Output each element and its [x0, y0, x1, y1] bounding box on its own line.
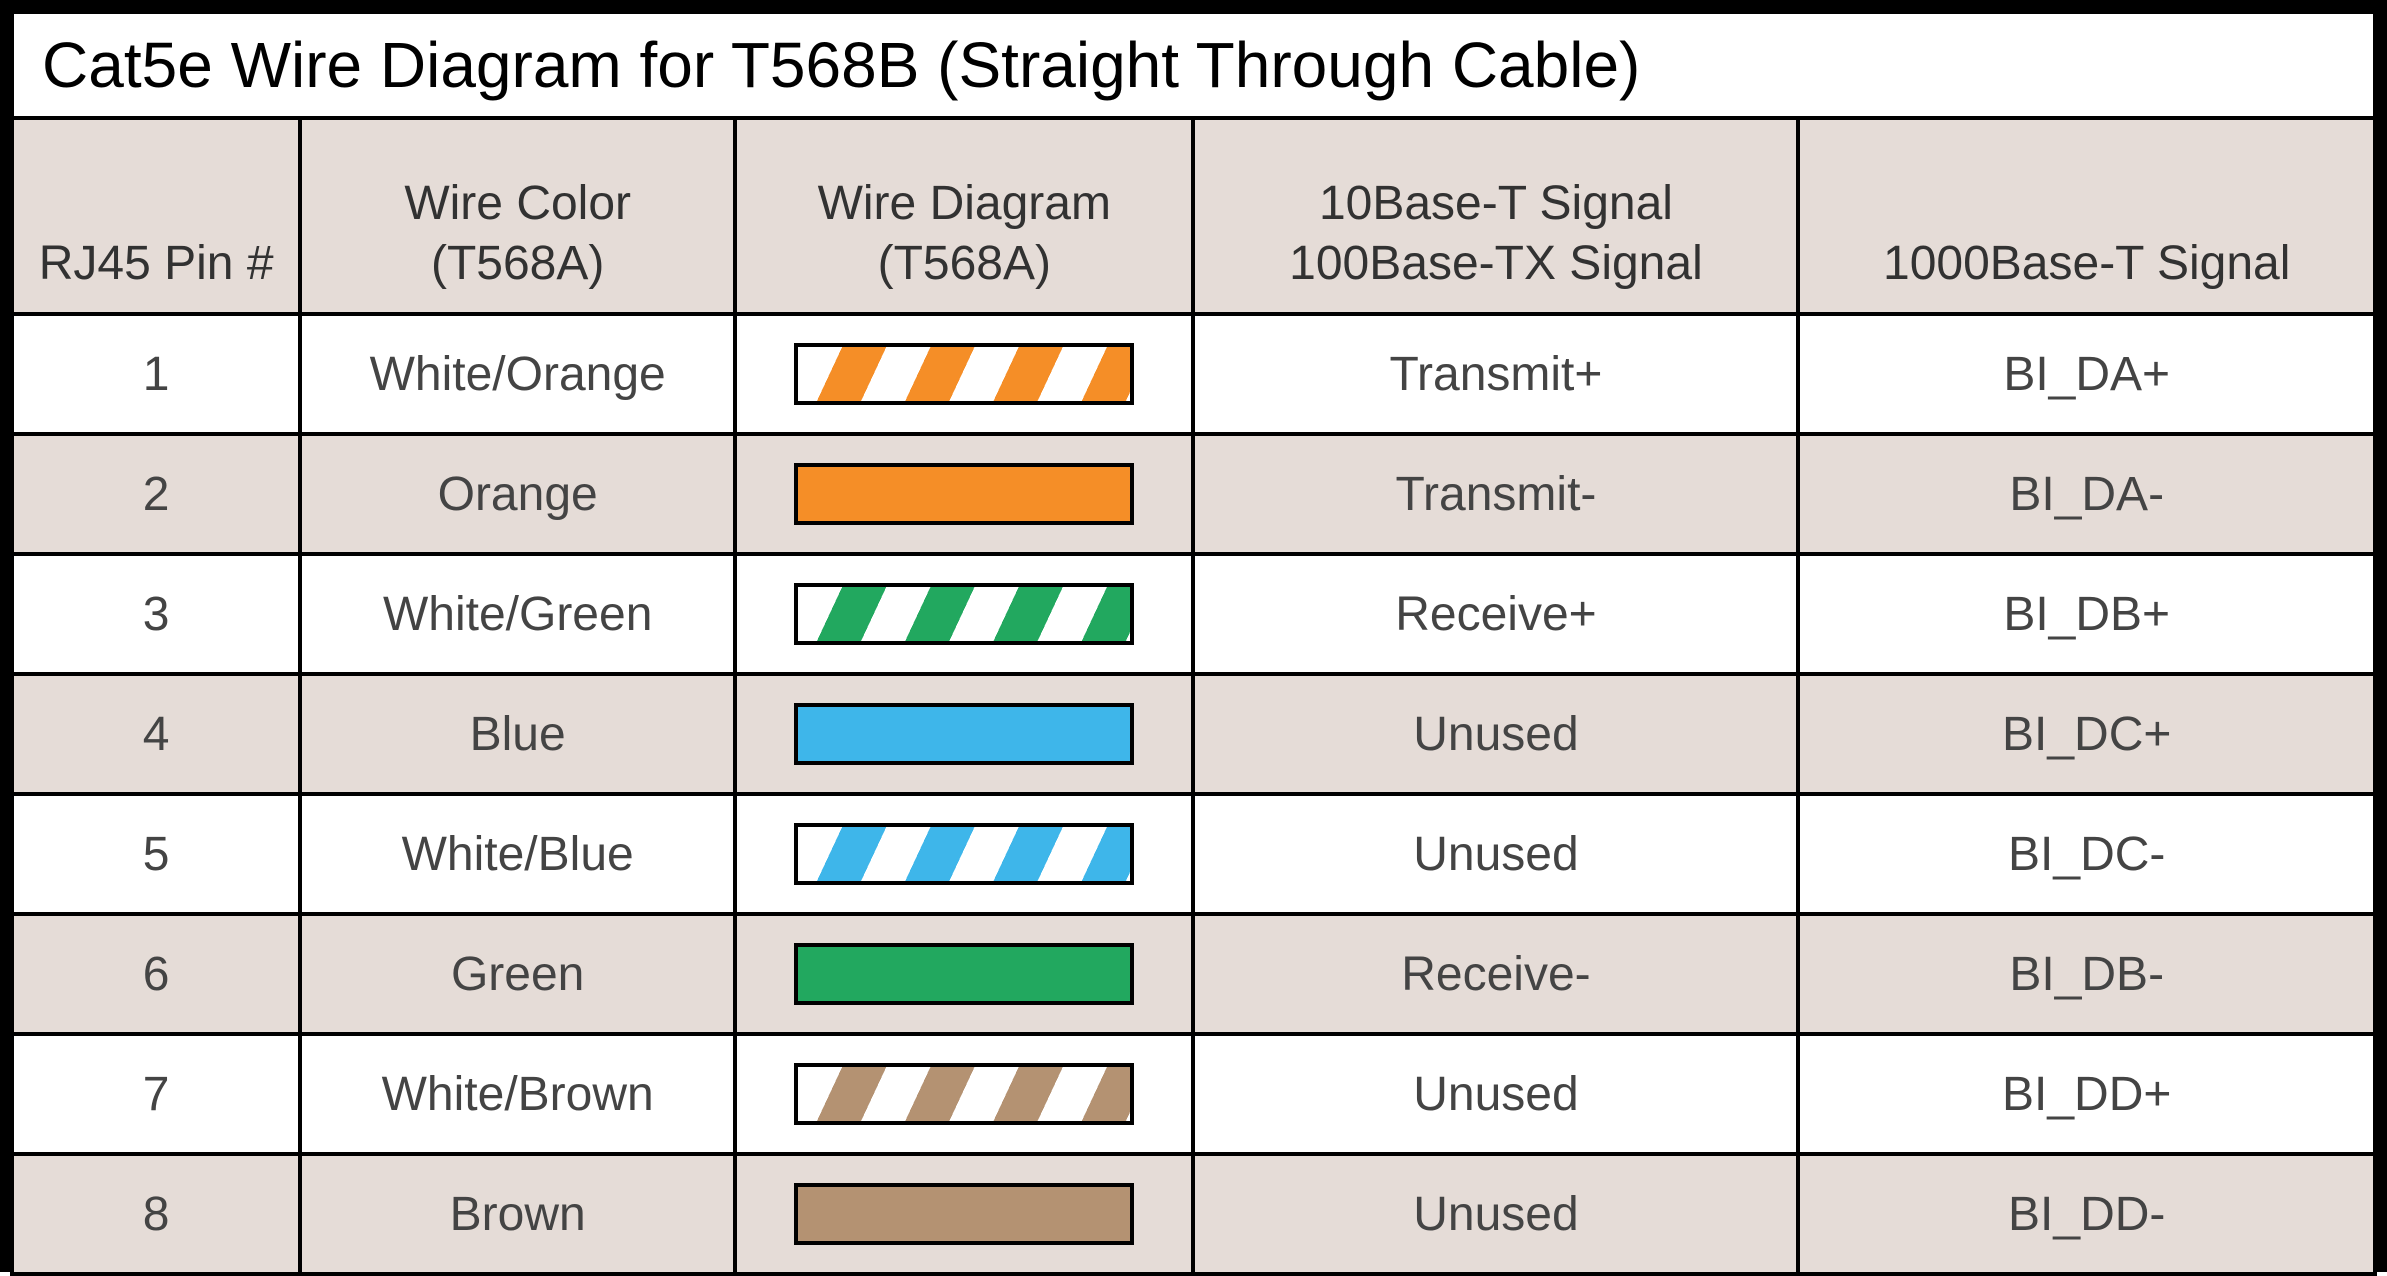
wire-table: Cat5e Wire Diagram for T568B (Straight T…	[10, 10, 2377, 1276]
pin-number: 5	[12, 794, 300, 914]
signal-1000: BI_DC+	[1798, 674, 2375, 794]
wire-color-name: Green	[300, 914, 735, 1034]
wire-swatch	[794, 463, 1134, 525]
table-row: 3White/Green Receive+BI_DB+	[12, 554, 2375, 674]
table-row: 6Green Receive-BI_DB-	[12, 914, 2375, 1034]
wire-swatch	[794, 343, 1134, 405]
pin-number: 8	[12, 1154, 300, 1274]
wire-diagram-cell	[735, 554, 1193, 674]
pin-number: 3	[12, 554, 300, 674]
table-row: 4Blue UnusedBI_DC+	[12, 674, 2375, 794]
wire-diagram-cell	[735, 314, 1193, 434]
wire-swatch	[794, 943, 1134, 1005]
pin-number: 7	[12, 1034, 300, 1154]
signal-10-100: Unused	[1193, 1154, 1798, 1274]
signal-1000: BI_DD+	[1798, 1034, 2375, 1154]
wire-diagram-cell	[735, 914, 1193, 1034]
signal-1000: BI_DB-	[1798, 914, 2375, 1034]
wire-swatch	[794, 583, 1134, 645]
signal-10-100: Unused	[1193, 1034, 1798, 1154]
column-header-1: Wire Color (T568A)	[300, 118, 735, 314]
signal-10-100: Transmit-	[1193, 434, 1798, 554]
pin-number: 6	[12, 914, 300, 1034]
wire-color-name: Blue	[300, 674, 735, 794]
diagram-title: Cat5e Wire Diagram for T568B (Straight T…	[12, 12, 2375, 118]
table-row: 1White/Orange Transmit+BI_DA+	[12, 314, 2375, 434]
table-row: 5White/Blue UnusedBI_DC-	[12, 794, 2375, 914]
signal-10-100: Transmit+	[1193, 314, 1798, 434]
signal-10-100: Receive+	[1193, 554, 1798, 674]
header-row: RJ45 Pin #Wire Color (T568A)Wire Diagram…	[12, 118, 2375, 314]
pin-number: 2	[12, 434, 300, 554]
wire-color-name: White/Brown	[300, 1034, 735, 1154]
wire-swatch	[794, 823, 1134, 885]
signal-10-100: Receive-	[1193, 914, 1798, 1034]
wire-color-name: White/Green	[300, 554, 735, 674]
signal-1000: BI_DD-	[1798, 1154, 2375, 1274]
wire-swatch	[794, 1183, 1134, 1245]
pin-number: 4	[12, 674, 300, 794]
column-header-2: Wire Diagram (T568A)	[735, 118, 1193, 314]
wire-diagram-cell	[735, 1034, 1193, 1154]
wire-color-name: Orange	[300, 434, 735, 554]
wire-swatch	[794, 703, 1134, 765]
column-header-4: 1000Base-T Signal	[1798, 118, 2375, 314]
wire-color-name: White/Blue	[300, 794, 735, 914]
signal-10-100: Unused	[1193, 674, 1798, 794]
table-row: 2Orange Transmit-BI_DA-	[12, 434, 2375, 554]
pin-number: 1	[12, 314, 300, 434]
wire-diagram-cell	[735, 794, 1193, 914]
wire-diagram-cell	[735, 674, 1193, 794]
signal-1000: BI_DB+	[1798, 554, 2375, 674]
table-row: 7White/Brown UnusedBI_DD+	[12, 1034, 2375, 1154]
signal-1000: BI_DC-	[1798, 794, 2375, 914]
table-row: 8Brown UnusedBI_DD-	[12, 1154, 2375, 1274]
signal-1000: BI_DA-	[1798, 434, 2375, 554]
signal-10-100: Unused	[1193, 794, 1798, 914]
wire-diagram-cell	[735, 1154, 1193, 1274]
title-row: Cat5e Wire Diagram for T568B (Straight T…	[12, 12, 2375, 118]
wire-color-name: White/Orange	[300, 314, 735, 434]
wire-swatch	[794, 1063, 1134, 1125]
signal-1000: BI_DA+	[1798, 314, 2375, 434]
column-header-0: RJ45 Pin #	[12, 118, 300, 314]
column-header-3: 10Base-T Signal 100Base-TX Signal	[1193, 118, 1798, 314]
wire-color-name: Brown	[300, 1154, 735, 1274]
wire-diagram-cell	[735, 434, 1193, 554]
diagram-frame: Cat5e Wire Diagram for T568B (Straight T…	[0, 0, 2387, 1272]
